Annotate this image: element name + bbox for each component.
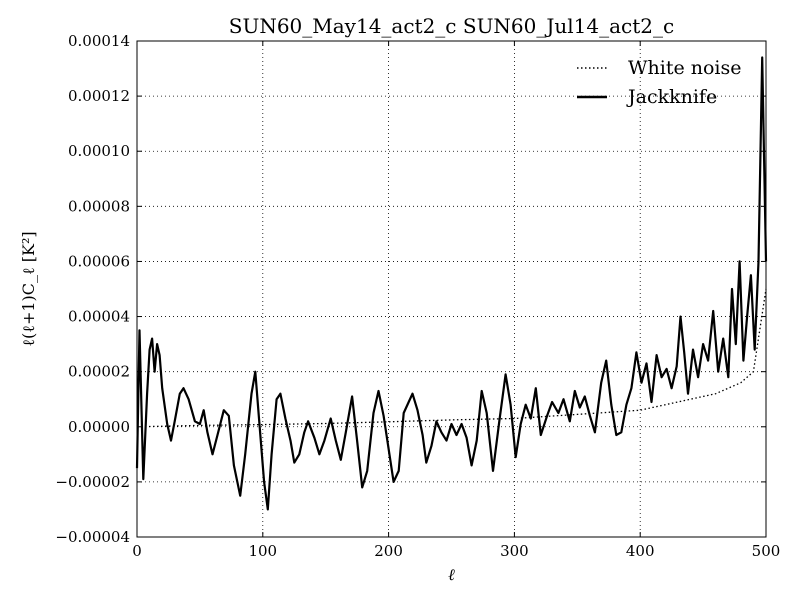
x-tick-label: 500 [752,542,781,560]
jackknife-line [135,56,768,511]
y-tick-label: −0.00004 [55,528,130,546]
x-tick-label: 200 [374,542,403,560]
x-axis-label: ℓ [448,565,455,584]
x-tick-label: 400 [626,542,655,560]
x-tick-label: 300 [500,542,529,560]
grid [137,41,766,537]
white-noise-line [136,288,767,428]
y-tick-label: 0.00004 [68,308,130,326]
y-tick-label: 0.00000 [68,418,130,436]
legend-label: Jackknife [626,86,717,108]
plot-frame [136,40,767,538]
x-tick-label: 0 [132,542,142,560]
y-tick-label: 0.00006 [68,252,130,270]
y-tick-label: 0.00014 [68,32,130,50]
x-tick-label: 100 [248,542,277,560]
legend-label: White noise [628,57,742,79]
y-tick-label: 0.00010 [68,142,130,160]
y-tick-label: 0.00002 [68,363,130,381]
legend: White noise Jackknife [577,57,742,108]
y-axis-label: ℓ(ℓ+1)C_ℓ [K²] [19,231,38,346]
chart-title: SUN60_May14_act2_c SUN60_Jul14_act2_c [229,14,674,38]
ticks: 0 100 200 300 400 500 −0.00004 −0.00002 0.00000 0… [55,32,780,560]
y-tick-label: −0.00002 [55,473,130,491]
series-layer [135,56,768,511]
y-tick-label: 0.00008 [68,197,130,215]
y-tick-label: 0.00012 [68,87,130,105]
